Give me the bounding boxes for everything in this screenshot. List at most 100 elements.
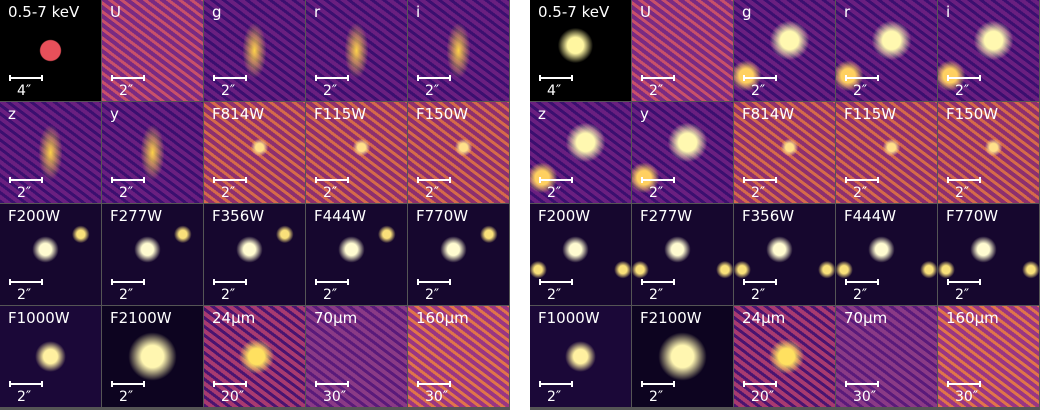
image-tile: F2100W 2″ — [102, 306, 203, 407]
image-tile: U 2″ — [632, 0, 733, 101]
scale-bar — [743, 279, 777, 285]
scale-label: 2″ — [547, 185, 562, 201]
image-tile: F277W 2″ — [632, 204, 733, 305]
scale-label: 30″ — [323, 389, 347, 405]
scale-bar — [111, 75, 145, 81]
scale-label: 2″ — [751, 83, 766, 99]
image-tile: 24μm 20″ — [734, 306, 835, 407]
scale-bar — [417, 177, 451, 183]
scale-bar — [539, 75, 573, 81]
scale-bar — [417, 75, 451, 81]
band-label: 160μm — [416, 309, 469, 327]
image-tile: 24μm 20″ — [204, 306, 305, 407]
image-tile: F444W 2″ — [306, 204, 407, 305]
scale-label: 2″ — [853, 185, 868, 201]
scale-label: 20″ — [221, 389, 245, 405]
scale-label: 2″ — [119, 287, 134, 303]
band-label: 70μm — [844, 309, 888, 327]
scale-label: 2″ — [853, 287, 868, 303]
scale-label: 2″ — [751, 185, 766, 201]
image-tile: 70μm 30″ — [836, 306, 937, 407]
image-tile: F814W 2″ — [204, 102, 305, 203]
scale-label: 2″ — [649, 389, 664, 405]
image-tile: F150W 2″ — [938, 102, 1039, 203]
scale-label: 4″ — [17, 83, 32, 99]
scale-bar — [641, 177, 675, 183]
scale-bar — [845, 279, 879, 285]
scale-bar — [743, 177, 777, 183]
scale-bar — [845, 177, 879, 183]
band-label: 0.5-7 keV — [538, 3, 610, 21]
image-tile: z 2″ — [530, 102, 631, 203]
band-label: F200W — [8, 207, 61, 225]
scale-label: 2″ — [17, 389, 32, 405]
image-tile: g 2″ — [734, 0, 835, 101]
image-tile: F200W 2″ — [530, 204, 631, 305]
scale-bar — [111, 381, 145, 387]
scale-label: 30″ — [853, 389, 877, 405]
band-label: U — [640, 3, 651, 21]
band-label: i — [946, 3, 951, 21]
band-label: i — [416, 3, 421, 21]
image-tile: F200W 2″ — [0, 204, 101, 305]
scale-label: 2″ — [425, 83, 440, 99]
scale-label: 2″ — [323, 83, 338, 99]
scale-label: 2″ — [649, 185, 664, 201]
scale-label: 2″ — [119, 389, 134, 405]
image-tile: y 2″ — [102, 102, 203, 203]
scale-label: 2″ — [751, 287, 766, 303]
image-tile: F814W 2″ — [734, 102, 835, 203]
scale-bar — [315, 75, 349, 81]
image-tile: r 2″ — [836, 0, 937, 101]
scale-bar — [111, 279, 145, 285]
scale-bar — [9, 279, 43, 285]
band-label: F814W — [212, 105, 265, 123]
scale-bar — [9, 75, 43, 81]
band-label: F277W — [110, 207, 163, 225]
band-label: F200W — [538, 207, 591, 225]
scale-label: 2″ — [547, 389, 562, 405]
image-tile: F150W 2″ — [408, 102, 509, 203]
image-tile: i 2″ — [938, 0, 1039, 101]
scale-label: 2″ — [323, 287, 338, 303]
image-tile: i 2″ — [408, 0, 509, 101]
band-label: g — [742, 3, 752, 21]
image-tile: U 2″ — [102, 0, 203, 101]
scale-label: 2″ — [955, 185, 970, 201]
scale-bar — [641, 75, 675, 81]
scale-label: 2″ — [17, 287, 32, 303]
band-label: F770W — [416, 207, 469, 225]
scale-label: 2″ — [221, 185, 236, 201]
band-label: F1000W — [538, 309, 600, 327]
scale-label: 2″ — [425, 185, 440, 201]
band-label: F150W — [416, 105, 469, 123]
band-label: U — [110, 3, 121, 21]
image-tile: 70μm 30″ — [306, 306, 407, 407]
scale-bar — [539, 279, 573, 285]
scale-bar — [845, 75, 879, 81]
scale-bar — [9, 177, 43, 183]
image-tile: F277W 2″ — [102, 204, 203, 305]
scale-bar — [743, 75, 777, 81]
band-label: F115W — [844, 105, 897, 123]
band-label: z — [538, 105, 546, 123]
scale-bar — [743, 381, 777, 387]
band-label: g — [212, 3, 222, 21]
image-tile: F115W 2″ — [306, 102, 407, 203]
scale-bar — [947, 279, 981, 285]
scale-bar — [213, 177, 247, 183]
image-tile: r 2″ — [306, 0, 407, 101]
scale-bar — [539, 177, 573, 183]
scale-label: 20″ — [751, 389, 775, 405]
scale-bar — [111, 177, 145, 183]
band-label: r — [314, 3, 321, 21]
image-tile: y 2″ — [632, 102, 733, 203]
scale-bar — [315, 279, 349, 285]
scale-label: 2″ — [955, 287, 970, 303]
image-tile: 160μm 30″ — [938, 306, 1039, 407]
scale-label: 2″ — [853, 83, 868, 99]
band-label: F277W — [640, 207, 693, 225]
image-tile: F1000W 2″ — [530, 306, 631, 407]
image-tile: F444W 2″ — [836, 204, 937, 305]
